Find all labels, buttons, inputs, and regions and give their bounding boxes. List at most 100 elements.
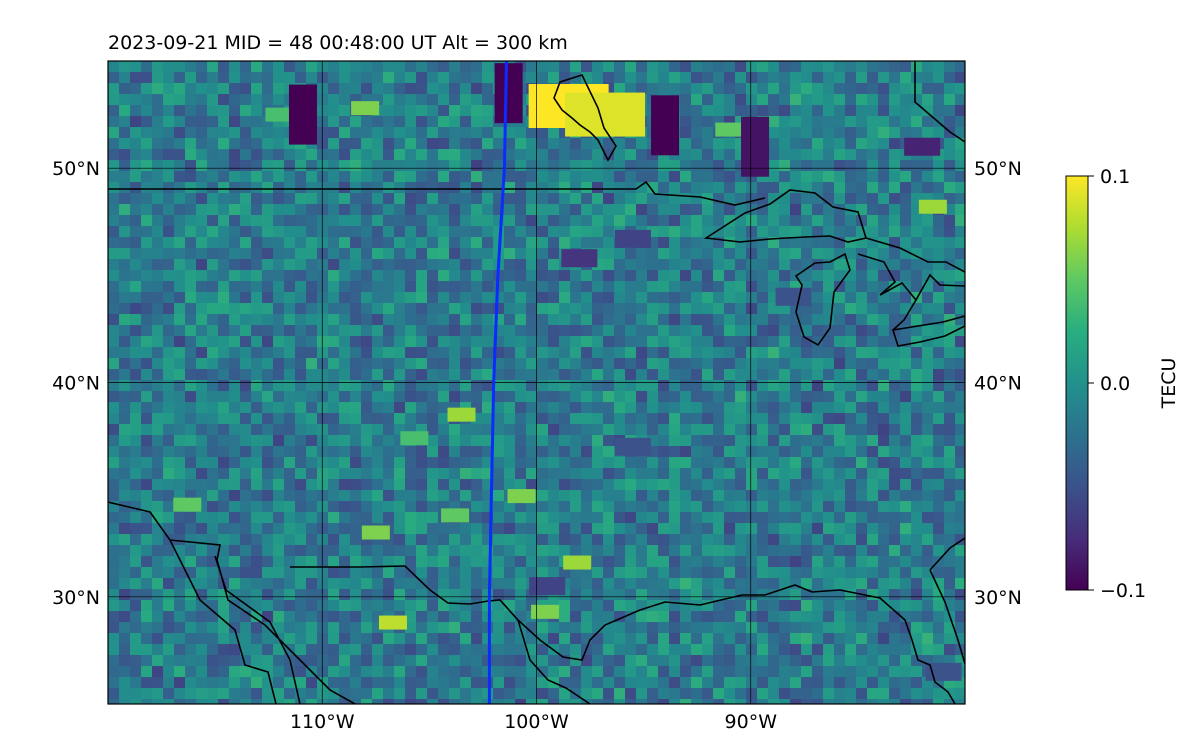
tec-pixel	[911, 644, 923, 656]
tec-pixel	[229, 259, 241, 271]
tec-pixel	[922, 358, 934, 370]
tec-pixel	[383, 666, 395, 678]
tec-pixel	[372, 534, 384, 546]
tec-pixel	[823, 116, 835, 128]
tec-pixel	[911, 699, 923, 704]
tec-pixel	[438, 600, 450, 612]
tec-pixel	[229, 402, 241, 414]
tec-pixel	[339, 578, 351, 590]
tec-pixel	[702, 347, 714, 359]
tec-pixel	[383, 380, 395, 392]
tec-pixel	[713, 182, 725, 194]
coldspot	[904, 137, 941, 156]
tec-pixel	[592, 578, 604, 590]
tec-pixel	[229, 644, 241, 656]
tec-pixel	[845, 633, 857, 645]
tec-pixel	[735, 237, 747, 249]
lat-tick-label-left: 40°N	[52, 373, 100, 395]
tec-pixel	[108, 303, 120, 315]
tec-pixel	[702, 72, 714, 84]
tec-pixel	[647, 633, 659, 645]
tec-pixel	[251, 248, 263, 260]
tec-pixel	[350, 72, 362, 84]
tec-pixel	[823, 457, 835, 469]
tec-pixel	[207, 578, 219, 590]
tec-pixel	[889, 655, 901, 667]
tec-pixel	[196, 215, 208, 227]
tec-pixel	[207, 380, 219, 392]
tec-pixel	[416, 226, 428, 238]
tec-pixel	[493, 501, 505, 513]
tec-pixel	[636, 578, 648, 590]
tec-pixel	[856, 380, 868, 392]
tec-pixel	[493, 446, 505, 458]
tec-pixel	[823, 655, 835, 667]
tec-pixel	[889, 699, 901, 704]
tec-pixel	[757, 688, 769, 700]
tec-pixel	[669, 204, 681, 216]
tec-pixel	[405, 380, 417, 392]
tec-pixel	[878, 116, 890, 128]
tec-pixel	[394, 688, 406, 700]
tec-pixel	[801, 259, 813, 271]
tec-pixel	[658, 325, 670, 337]
tec-pixel	[152, 556, 164, 568]
tec-pixel	[196, 149, 208, 161]
tec-pixel	[680, 468, 692, 480]
tec-pixel	[493, 138, 505, 150]
tec-pixel	[790, 446, 802, 458]
tec-pixel	[669, 655, 681, 667]
tec-pixel	[174, 105, 186, 117]
tec-pixel	[900, 226, 912, 238]
tec-pixel	[955, 512, 965, 524]
tec-pixel	[878, 160, 890, 172]
tec-pixel	[713, 193, 725, 205]
tec-pixel	[262, 215, 274, 227]
tec-pixel	[779, 369, 791, 381]
tec-pixel	[702, 468, 714, 480]
tec-pixel	[427, 567, 439, 579]
tec-pixel	[603, 490, 615, 502]
tec-pixel	[658, 237, 670, 249]
tec-pixel	[757, 446, 769, 458]
tec-pixel	[658, 303, 670, 315]
tec-pixel	[196, 688, 208, 700]
tec-pixel	[350, 171, 362, 183]
tec-pixel	[724, 523, 736, 535]
tec-pixel	[702, 358, 714, 370]
tec-pixel	[207, 292, 219, 304]
tec-pixel	[746, 523, 758, 535]
tec-pixel	[900, 292, 912, 304]
tec-pixel	[625, 281, 637, 293]
tec-pixel	[636, 347, 648, 359]
tec-pixel	[482, 688, 494, 700]
tec-pixel	[801, 149, 813, 161]
tec-pixel	[130, 578, 142, 590]
tec-pixel	[636, 556, 648, 568]
tec-pixel	[900, 589, 912, 601]
tec-pixel	[724, 622, 736, 634]
tec-pixel	[317, 61, 329, 73]
tec-pixel	[955, 699, 965, 704]
tec-pixel	[515, 281, 527, 293]
tec-pixel	[647, 666, 659, 678]
tec-pixel	[746, 512, 758, 524]
tec-pixel	[339, 281, 351, 293]
tec-pixel	[537, 72, 549, 84]
tec-pixel	[416, 501, 428, 513]
tec-pixel	[790, 193, 802, 205]
tec-pixel	[493, 435, 505, 447]
tec-pixel	[581, 182, 593, 194]
tec-pixel	[845, 391, 857, 403]
tec-pixel	[361, 611, 373, 623]
tec-pixel	[240, 72, 252, 84]
tec-pixel	[196, 94, 208, 106]
tec-pixel	[438, 369, 450, 381]
tec-pixel	[614, 204, 626, 216]
tec-pixel	[163, 204, 175, 216]
tec-pixel	[955, 644, 965, 656]
tec-pixel	[317, 171, 329, 183]
tec-pixel	[867, 292, 879, 304]
tec-pixel	[812, 281, 824, 293]
tec-pixel	[691, 699, 703, 704]
